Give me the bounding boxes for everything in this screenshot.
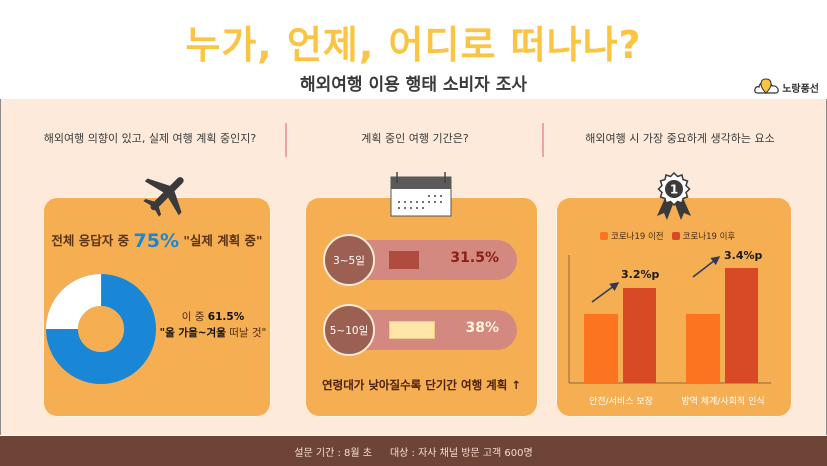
duration-label: 3~5일 xyxy=(323,234,375,286)
donut-chart xyxy=(46,274,156,384)
duration-bar xyxy=(389,321,435,339)
legend-item-after: 코로나19 이후 xyxy=(671,230,735,242)
question-travel-plan: 해외여행 의향이 있고, 실제 여행 계획 중인지? xyxy=(43,132,257,145)
survey-target: 대상 : 자사 채널 방문 고객 600명 xyxy=(389,447,533,459)
annotation-increase: 3.2%p xyxy=(621,268,660,281)
chart-legend: 코로나19 이전 코로나19 이후 xyxy=(600,230,735,242)
bar-chart: 3.2%p 3.4%p xyxy=(568,249,771,384)
duration-row: 5~10일 38% xyxy=(323,304,517,356)
header: 누가, 언제, 어디로 떠나나? 해외여행 이용 행태 소비자 조사 노랑풍선 xyxy=(0,0,827,99)
x-axis-label: 안전/서비스 보장 xyxy=(589,397,653,407)
footer: 설문 기간 : 8월 초 대상 : 자사 채널 방문 고객 600명 xyxy=(0,435,827,466)
survey-period: 설문 기간 : 8월 초 xyxy=(294,447,372,459)
duration-value: 31.5% xyxy=(450,250,499,266)
headline-planning: 전체 응답자 중 75% "실제 계획 중" xyxy=(51,230,263,252)
legend-item-before: 코로나19 이전 xyxy=(600,230,664,242)
duration-footnote: 연령대가 낮아질수록 단기간 여행 계획 ↑ xyxy=(322,378,521,392)
question-important-factor: 해외여행 시 가장 중요하게 생각하는 요소 xyxy=(585,132,775,145)
first-place-ribbon-icon: 1 xyxy=(657,172,691,220)
headline-percent: 75% xyxy=(133,230,179,252)
page-title: 누가, 언제, 어디로 떠나나? xyxy=(185,23,642,67)
annotation-increase: 3.4%p xyxy=(724,249,763,262)
note-percent: 61.5% xyxy=(207,311,245,323)
divider xyxy=(542,123,544,157)
duration-bar xyxy=(389,251,419,269)
x-axis-label: 방역 체계/사회적 인식 xyxy=(681,397,765,407)
divider xyxy=(285,123,287,157)
balloon-cloud-icon xyxy=(754,78,779,94)
card-trip-duration: 3~5일 31.5% 5~10일 38% 연령대가 낮아질수록 단기간 여행 계… xyxy=(305,197,538,417)
card-travel-plan: 전체 응답자 중 75% "실제 계획 중" 이 중 61.5% "올 가을~겨… xyxy=(43,197,271,417)
duration-value: 38% xyxy=(465,320,499,336)
rank-number: 1 xyxy=(670,183,678,197)
calendar-icon xyxy=(390,172,452,217)
brand-logo: 노랑풍선 xyxy=(754,78,819,96)
duration-row: 3~5일 31.5% xyxy=(323,234,517,286)
duration-label: 5~10일 xyxy=(323,304,375,356)
donut-note: 이 중 61.5% "올 가을~겨울 떠날 것" xyxy=(159,311,267,339)
brand-name: 노랑풍선 xyxy=(782,83,819,95)
card-important-factor: 코로나19 이전 코로나19 이후 3.2%p 3.4%p 안전/서비스 보장 … xyxy=(556,197,792,417)
airplane-icon xyxy=(143,177,184,217)
page-subtitle: 해외여행 이용 행태 소비자 조사 xyxy=(300,75,527,95)
question-trip-duration: 계획 중인 여행 기간은? xyxy=(361,132,469,145)
